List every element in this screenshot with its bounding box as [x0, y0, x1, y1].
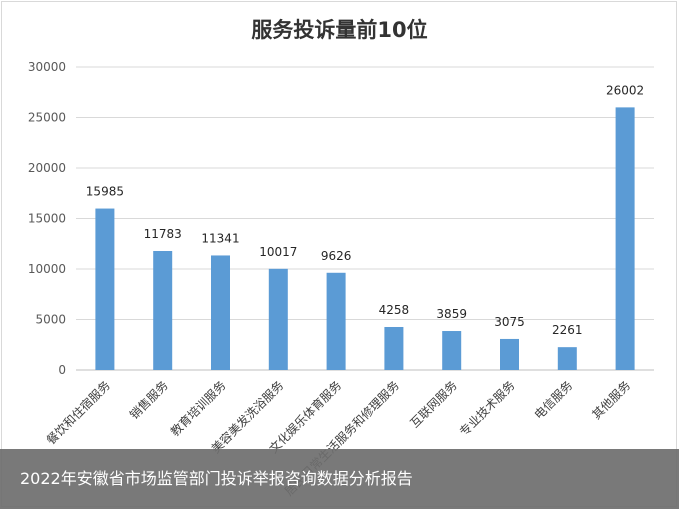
bar [615, 107, 635, 371]
bar [95, 208, 115, 370]
x-tick-label: 电信服务 [531, 378, 576, 423]
data-label: 3859 [436, 307, 467, 321]
y-tick-label: 0 [58, 363, 66, 377]
bar [211, 255, 230, 370]
y-tick-label: 5000 [35, 313, 66, 327]
bar [326, 272, 346, 370]
data-label: 3075 [494, 315, 525, 329]
chart-title: 服务投诉量前10位 [251, 18, 428, 42]
data-label: 15985 [86, 185, 124, 199]
y-axis: 0 5000 10000 15000 20000 25000 30000 [28, 60, 66, 377]
bar [557, 347, 577, 370]
x-tick-label: 专业技术服务 [456, 378, 518, 440]
bar [153, 250, 173, 370]
data-label: 2261 [552, 323, 583, 337]
data-label: 4258 [379, 303, 410, 317]
y-tick-label: 20000 [28, 161, 66, 175]
x-tick-label: 教育培训服务 [167, 378, 229, 440]
bar [268, 268, 288, 370]
y-tick-label: 25000 [28, 111, 66, 125]
x-tick-label: 销售服务 [126, 378, 171, 423]
data-labels: 15985 11783 11341 10017 9626 4258 3859 3075 2261… [86, 83, 644, 337]
caption-bar: 2022年安徽省市场监管部门投诉举报咨询数据分析报告 [0, 449, 679, 509]
x-tick-label: 互联网服务 [407, 378, 460, 431]
bar [384, 326, 404, 370]
x-tick-label: 其他服务 [589, 378, 634, 423]
bar [500, 338, 519, 370]
data-label: 26002 [606, 83, 644, 97]
bar [442, 331, 462, 370]
x-tick-label: 餐饮和住宿服务 [43, 378, 113, 448]
data-label: 9626 [321, 249, 352, 263]
data-label: 11341 [201, 231, 239, 245]
data-label: 10017 [259, 245, 297, 259]
data-label: 11783 [144, 227, 182, 241]
bars [95, 107, 635, 371]
y-tick-label: 10000 [28, 262, 66, 276]
gridlines [76, 66, 654, 371]
y-tick-label: 15000 [28, 212, 66, 226]
y-tick-label: 30000 [28, 60, 66, 74]
